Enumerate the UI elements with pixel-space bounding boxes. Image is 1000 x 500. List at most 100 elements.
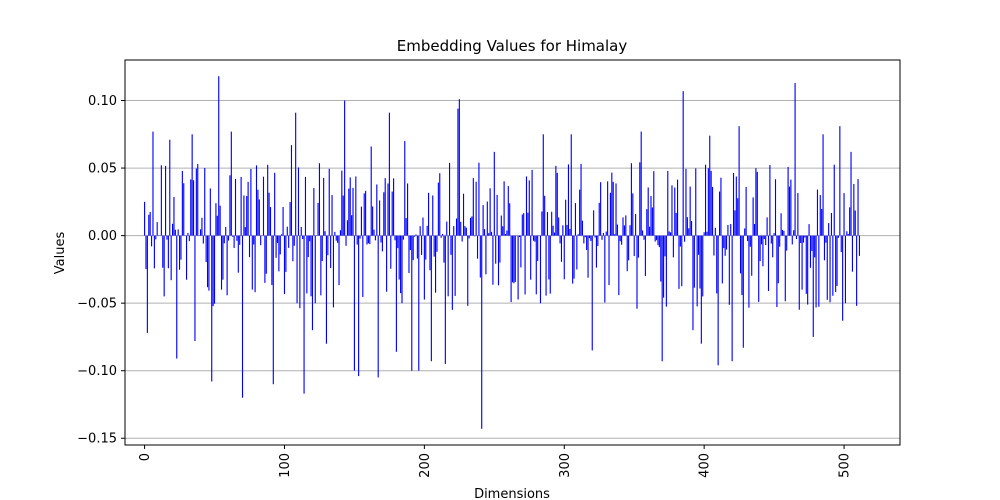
bar: [255, 165, 258, 236]
bar: [630, 163, 632, 236]
bar: [474, 235, 476, 237]
bar: [513, 235, 515, 284]
bar: [594, 235, 596, 238]
bar: [661, 235, 663, 362]
bar: [169, 139, 171, 236]
bar: [290, 145, 293, 236]
bar: [565, 199, 567, 236]
bar: [481, 235, 483, 429]
bar: [727, 224, 729, 236]
bar: [176, 235, 178, 359]
bar: [190, 179, 192, 236]
bar: [299, 235, 301, 309]
bar: [205, 235, 207, 263]
bar: [840, 235, 842, 253]
bar: [268, 192, 270, 236]
bar: [155, 235, 157, 240]
bar: [756, 171, 758, 236]
x-axis-title: Dimensions: [474, 487, 550, 500]
bar: [642, 230, 644, 236]
bar: [555, 165, 557, 236]
bar: [282, 206, 284, 236]
bar: [706, 231, 708, 236]
bar: [685, 168, 687, 236]
bar: [450, 235, 452, 255]
bar: [461, 235, 463, 242]
bar: [804, 235, 806, 238]
bar: [208, 235, 210, 291]
bar: [829, 235, 831, 303]
bar: [489, 188, 491, 236]
bar: [562, 225, 564, 236]
y-tick-label: 0.05: [88, 162, 117, 177]
bar: [225, 227, 227, 236]
bar: [332, 235, 334, 308]
x-tick-label: 300: [558, 453, 573, 478]
bar: [525, 176, 528, 236]
bar: [822, 134, 824, 236]
bar: [573, 235, 575, 279]
bar: [786, 235, 788, 251]
bar: [714, 227, 716, 236]
bar: [795, 235, 798, 240]
bar: [626, 235, 628, 272]
bar: [387, 183, 389, 236]
bar: [742, 235, 744, 348]
bar: [614, 234, 616, 236]
bar: [440, 235, 442, 238]
bar: [219, 205, 221, 236]
bar: [163, 235, 165, 297]
bar: [462, 193, 465, 236]
bar: [556, 172, 558, 236]
bar: [497, 235, 500, 286]
bar: [437, 182, 439, 236]
bar: [229, 175, 231, 236]
bar: [752, 197, 754, 236]
bar: [751, 235, 753, 276]
bar: [770, 235, 772, 244]
bar: [286, 226, 288, 236]
bar: [328, 168, 330, 236]
bar: [814, 235, 816, 258]
bar: [215, 203, 217, 236]
bar: [436, 235, 438, 252]
bar: [524, 235, 526, 295]
bar: [765, 235, 767, 245]
bar: [401, 235, 403, 304]
bar: [400, 235, 402, 294]
chart-title: Embedding Values for Himalay: [397, 37, 628, 55]
bar: [559, 235, 561, 244]
bar: [337, 235, 339, 243]
bar: [360, 206, 362, 236]
bar: [774, 179, 777, 236]
bar: [633, 235, 635, 257]
bar: [185, 235, 188, 280]
bar: [296, 235, 298, 304]
bar: [663, 235, 665, 298]
bar: [377, 235, 379, 378]
x-axis: 0 100 200 300 400 500: [138, 445, 853, 478]
bar: [428, 192, 430, 236]
bar: [334, 231, 336, 236]
y-axis: 0.10 0.05 0.00 −0.05 −0.10 −0.15: [77, 94, 125, 447]
bar: [672, 235, 674, 258]
bar: [609, 192, 611, 236]
bar: [593, 210, 595, 236]
bar: [563, 235, 565, 280]
bar: [156, 222, 158, 236]
bar: [503, 181, 505, 236]
bar: [310, 235, 312, 297]
bar: [267, 164, 269, 236]
bar: [682, 91, 684, 236]
bar: [374, 235, 376, 241]
bar: [643, 235, 645, 240]
bar: [621, 235, 623, 245]
bar: [716, 235, 718, 294]
x-tick-label: 200: [418, 453, 433, 478]
bar: [700, 235, 702, 344]
bar: [297, 167, 300, 236]
bar: [670, 232, 672, 236]
bar: [548, 235, 550, 280]
bar: [216, 215, 218, 236]
bar: [253, 235, 255, 245]
